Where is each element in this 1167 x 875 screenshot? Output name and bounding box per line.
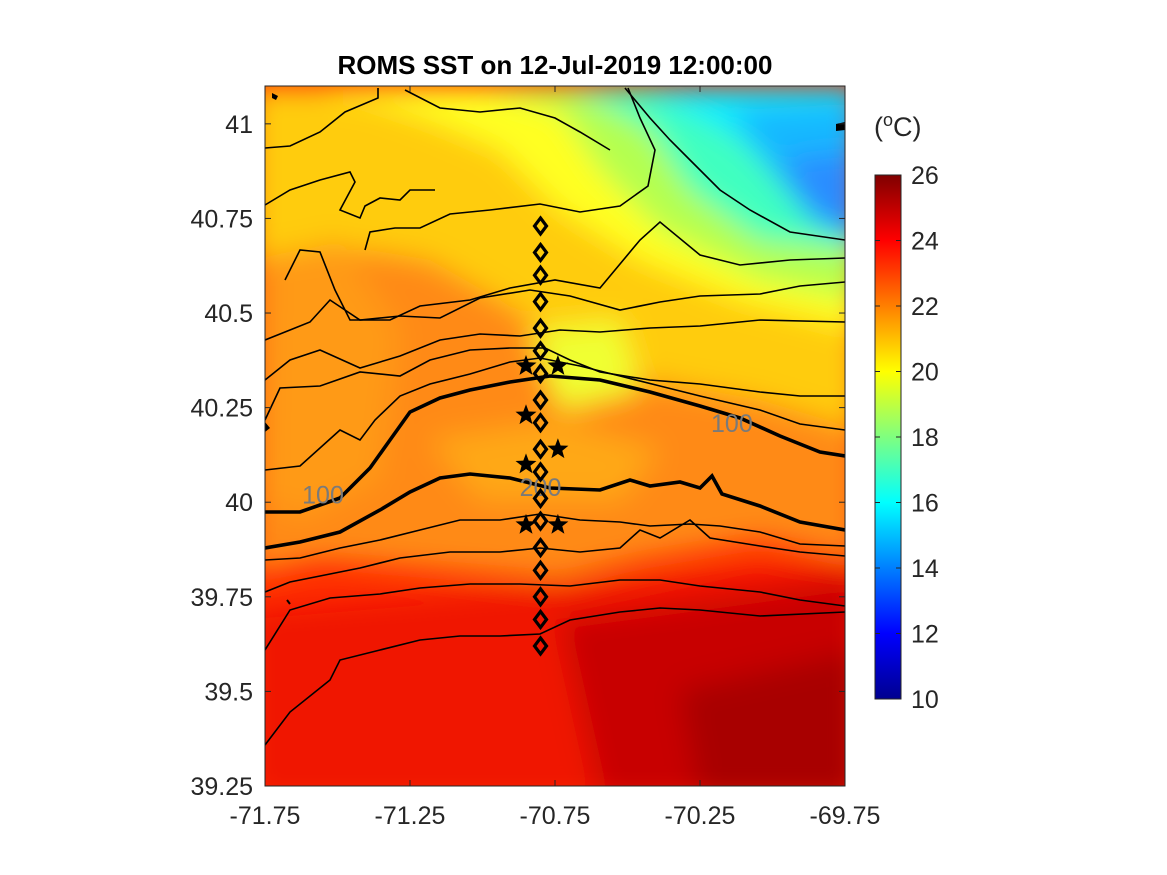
stations [515,215,569,657]
contour-line [284,220,845,321]
x-tick-label: -69.75 [810,802,881,830]
colorbar-tick-label: 20 [911,359,939,387]
y-tick-label: 41 [225,111,253,139]
star-station-marker [515,355,537,375]
colorbar-tick-label: 18 [911,424,939,452]
y-tick-label: 39.25 [190,773,253,801]
diamond-station-marker [532,635,549,657]
diamond-station-marker [532,389,549,411]
x-tick-label: -71.75 [230,802,301,830]
depth-contours [265,87,845,746]
x-axis: -71.75 -71.25 -70.75 -70.25 -69.75 [230,86,881,830]
diamond-station-marker [532,241,549,264]
contour-line [265,607,845,746]
diamond-station-marker [532,317,549,339]
diamond-station-marker [532,291,549,313]
chart-title: ROMS SST on 12-Jul-2019 12:00:00 [338,50,773,80]
diamond-station-marker [532,362,549,385]
colorbar-ticks: 10 12 14 16 18 20 22 24 26 [875,162,939,714]
contour-line [265,519,845,593]
sst-field [265,86,845,786]
x-tick-label: -70.75 [520,802,591,830]
contour-label: 100 [302,482,344,510]
diamond-station-marker [532,510,549,532]
y-tick-label: 40 [225,489,253,517]
contour-line [265,281,845,341]
diamond-station-marker [532,608,549,631]
star-station-marker [515,453,537,474]
contour-line [404,89,611,151]
star-station-marker [515,404,537,425]
diamond-station-marker [532,586,549,608]
y-tick-label: 40.25 [190,395,253,423]
contour-line [265,88,379,149]
contour-100 [265,374,845,514]
y-tick-label: 40.75 [190,205,253,233]
contour-line [265,357,845,471]
contour-line [265,579,845,651]
colorbar-unit-prefix: ( [874,112,883,142]
diamond-station-marker [532,487,549,510]
y-tick-label: 39.5 [204,678,253,706]
colorbar-tick-label: 10 [911,686,939,714]
y-tick-label: 39.75 [190,584,253,612]
colorbar-tick-label: 24 [911,228,939,256]
star-station-marker [547,513,569,534]
colorbar-tick-label: 16 [911,490,939,518]
colorbar-tick-label: 12 [911,621,939,649]
contour-label: 100 [711,410,753,438]
diamond-station-marker [532,412,549,434]
contour-line [624,87,845,241]
y-tick-label: 40.5 [204,300,253,328]
y-axis: 39.25 39.5 39.75 40 40.25 40.5 40.75 41 [190,111,845,801]
x-tick-label: -70.25 [665,802,736,830]
diamond-station-marker [532,264,549,286]
star-station-marker [547,355,569,375]
colorbar-tick-label: 14 [911,555,939,583]
contour-200 [265,472,845,550]
contour-line [364,87,656,251]
diamond-station-marker [532,340,549,362]
x-tick-label: -71.25 [375,802,446,830]
star-station-marker [515,513,537,534]
colorbar-unit: (oC) [874,110,922,142]
colorbar-tick-label: 22 [911,293,939,321]
contour-line [265,319,845,381]
colorbar-unit-suffix: C) [893,112,922,142]
colorbar-tick-label: 26 [911,162,939,190]
diamond-station-marker [532,461,549,483]
diamond-station-marker [532,215,549,237]
diamond-station-marker [532,438,549,460]
contour-line [265,513,845,561]
contour-line [265,347,845,421]
diamond-station-marker [532,559,549,581]
colorbar-unit-super: o [883,110,893,130]
star-station-marker [547,438,569,459]
colorbar: 10 12 14 16 18 20 22 24 26 (oC) [874,110,939,714]
diamond-station-marker [532,536,549,559]
contour-line [265,171,435,220]
